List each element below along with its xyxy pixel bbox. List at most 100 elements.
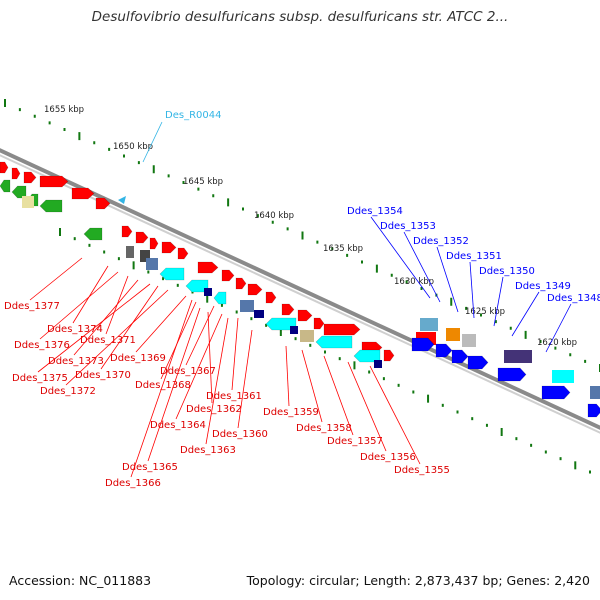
forward-gene-label: Ddes_1348 (547, 293, 600, 304)
scale-minor-tick (212, 194, 215, 198)
scale-major-tick (301, 231, 304, 240)
gene-block-red (71, 187, 95, 200)
gene-block-other (146, 258, 158, 270)
inner-minor-tick (338, 357, 341, 361)
scale-minor-tick (271, 220, 274, 224)
reverse-gene-label: Ddes_1355 (394, 465, 450, 476)
scale-minor-tick (242, 207, 244, 211)
inner-minor-tick (515, 437, 518, 441)
scale-minor-tick (405, 280, 408, 284)
reverse-gene-label: Ddes_1370 (75, 370, 131, 381)
forward-gene-label: Ddes_1349 (515, 281, 571, 292)
forward-gene-label: Ddes_1353 (380, 221, 436, 232)
gene-block-red (297, 309, 313, 322)
reverse-label-line (39, 271, 119, 340)
scale-minor-tick (18, 108, 21, 112)
gene-block-red (247, 283, 263, 296)
rna-gene-label: Des_R0044 (165, 110, 221, 121)
scale-major-tick (450, 297, 453, 306)
forward-label-line (511, 291, 540, 337)
scale-tick-label: 1620 kbp (537, 338, 577, 348)
gene-block-red (265, 291, 277, 304)
scale-minor-tick (316, 240, 319, 244)
reverse-gene-label: Ddes_1359 (263, 407, 319, 418)
reverse-gene-label: Ddes_1362 (186, 404, 242, 415)
rna-label-line (142, 121, 163, 163)
reverse-gene-label: Ddes_1374 (47, 324, 103, 335)
gene-block-navy (204, 288, 212, 296)
inner-minor-tick (471, 417, 474, 421)
inner-minor-tick (382, 377, 385, 381)
scale-major-tick (4, 99, 6, 107)
scale-minor-tick (480, 313, 482, 317)
scale-minor-tick (137, 161, 140, 165)
inner-major-tick (574, 461, 577, 470)
forward-label-line (469, 261, 475, 319)
scale-minor-tick (256, 214, 259, 218)
gene-block-cyan (185, 279, 209, 293)
rna-gene-mark (118, 196, 126, 204)
scale-minor-tick (346, 253, 349, 257)
reverse-gene-label: Ddes_1366 (105, 478, 161, 489)
inner-minor-tick (559, 457, 562, 461)
gene-block-pale (22, 196, 34, 208)
gene-block-green (39, 199, 63, 213)
gene-block-red (135, 231, 149, 244)
inner-major-tick (279, 328, 282, 336)
reverse-label-line (207, 311, 213, 404)
reverse-label-line (237, 329, 253, 429)
reverse-label-line (369, 365, 421, 465)
gene-block-blue (411, 337, 435, 352)
gene-block-right (590, 386, 600, 399)
gene-block-blue (467, 355, 489, 370)
scale-minor-tick (494, 320, 497, 324)
gene-block-cyan (159, 267, 185, 281)
scale-minor-tick (569, 353, 572, 357)
gene-block-red (95, 197, 111, 210)
scale-tick-label: 1625 kbp (465, 307, 505, 317)
reverse-gene-label: Ddes_1364 (150, 420, 206, 431)
gene-block-right (552, 370, 574, 383)
scale-minor-tick (390, 273, 393, 277)
gene-block-right (420, 318, 438, 331)
forward-gene-label: Ddes_1350 (479, 266, 535, 277)
reverse-label-line (160, 301, 197, 380)
reverse-gene-label: Ddes_1377 (4, 301, 60, 312)
reverse-label-line (301, 349, 323, 423)
inner-major-tick (59, 228, 61, 236)
gene-block-navy (254, 310, 264, 318)
reverse-label-line (73, 279, 139, 356)
gene-block-other (300, 330, 314, 342)
inner-minor-tick (441, 403, 444, 407)
inner-major-tick (500, 428, 503, 436)
inner-minor-tick (368, 370, 371, 374)
scale-minor-tick (584, 359, 587, 363)
reverse-gene-label: Ddes_1363 (180, 445, 236, 456)
reverse-gene-label: Ddes_1357 (327, 436, 383, 447)
gene-block-blue (435, 343, 453, 358)
inner-minor-tick (250, 317, 253, 321)
inner-minor-tick (294, 337, 297, 341)
gene-block-red (313, 317, 325, 330)
scale-minor-tick (539, 340, 542, 343)
gene-block-green (83, 227, 103, 241)
scale-tick-label: 1635 kbp (323, 244, 363, 254)
scale-minor-tick (33, 114, 36, 118)
gene-block-cyan (315, 335, 353, 349)
scale-minor-tick (123, 154, 125, 158)
gene-block-red (221, 269, 235, 282)
inner-major-tick (353, 361, 356, 370)
gene-block-navy (374, 360, 382, 368)
gene-block-red (323, 323, 361, 336)
gene-block-blue (497, 367, 527, 382)
gene-block-red (23, 171, 37, 184)
scale-tick-label: 1645 kbp (183, 177, 223, 187)
reverse-label-line (323, 355, 354, 436)
gene-block-blue (451, 349, 469, 364)
reverse-gene-label: Ddes_1369 (110, 353, 166, 364)
gene-block-other (126, 246, 134, 258)
scale-minor-tick (465, 306, 468, 310)
inner-major-tick (427, 394, 430, 403)
gene-block-red (161, 241, 177, 254)
